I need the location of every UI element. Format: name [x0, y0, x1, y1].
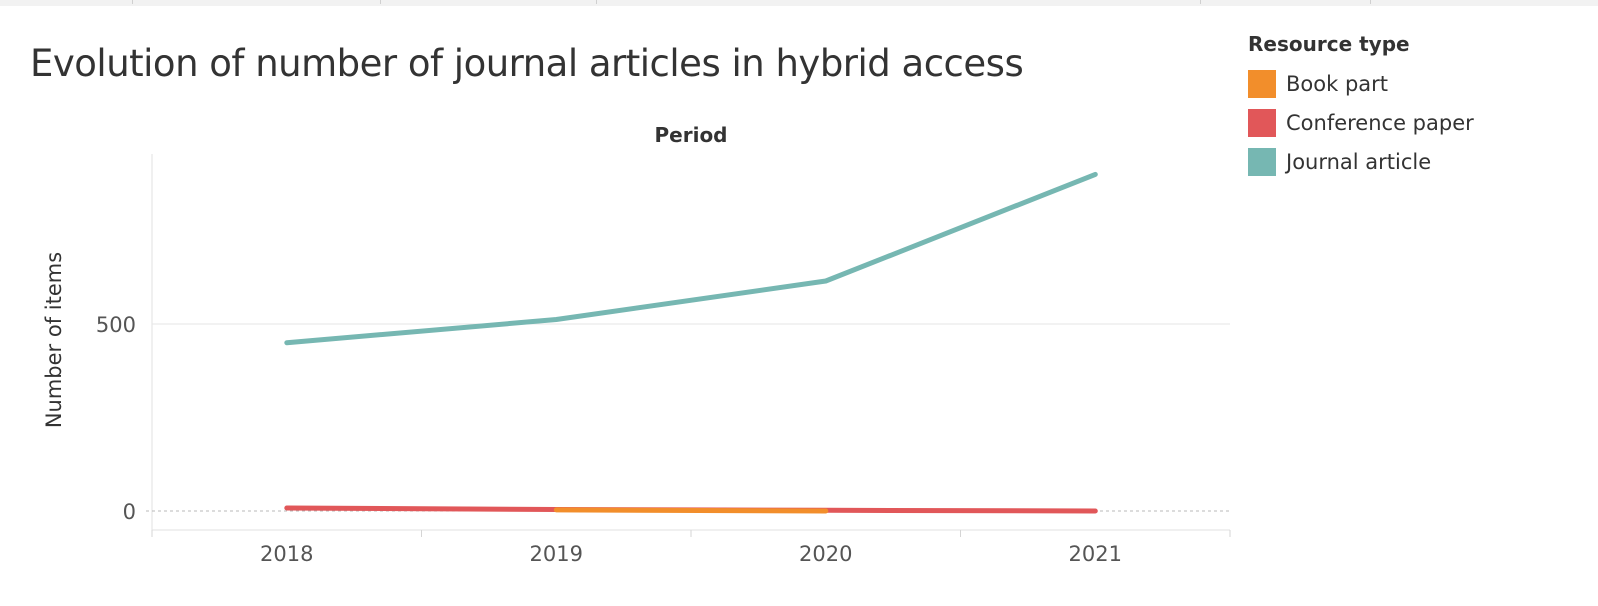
x-tick-label: 2018 — [260, 542, 313, 566]
series-line-journal-article — [284, 171, 1098, 346]
legend-label: Conference paper — [1286, 110, 1474, 135]
legend-item-book-part[interactable]: Book part — [1248, 64, 1474, 103]
x-tick-label: 2021 — [1069, 542, 1122, 566]
y-tick-label: 500 — [96, 313, 136, 337]
toolbar-divider — [380, 0, 381, 4]
x-tick-label: 2019 — [530, 542, 583, 566]
y-axis-label: Number of items — [42, 252, 66, 428]
toolbar-divider — [1370, 0, 1371, 4]
legend-swatch — [1248, 147, 1276, 176]
legend-label: Journal article — [1286, 149, 1432, 174]
y-tick-label: 0 — [123, 500, 136, 524]
toolbar-divider — [132, 0, 133, 4]
toolbar-divider — [596, 0, 597, 4]
period-header-label: Period — [655, 123, 728, 147]
legend-item-journal-article[interactable]: Journal article — [1248, 142, 1474, 181]
toolbar-divider — [1200, 0, 1201, 4]
legend-swatch — [1248, 69, 1276, 98]
grid-layer — [146, 154, 1231, 537]
legend-label: Book part — [1286, 71, 1389, 96]
legend-item-conference-paper[interactable]: Conference paper — [1248, 103, 1474, 142]
series-layer — [284, 171, 1098, 514]
legend: Resource type Book part Conference paper… — [1248, 32, 1474, 181]
chart-title: Evolution of number of journal articles … — [30, 42, 1024, 85]
axes-layer: Period Number of items 0 500 2018 2019 2020 2… — [42, 123, 1122, 566]
legend-title: Resource type — [1248, 32, 1410, 56]
legend-swatch — [1248, 108, 1276, 137]
top-toolbar-strip — [0, 0, 1598, 6]
line-chart[interactable]: Period Number of items 0 500 2018 2019 2020 2… — [0, 0, 1240, 606]
x-tick-label: 2020 — [799, 542, 852, 566]
series-line-book-part — [553, 507, 829, 514]
